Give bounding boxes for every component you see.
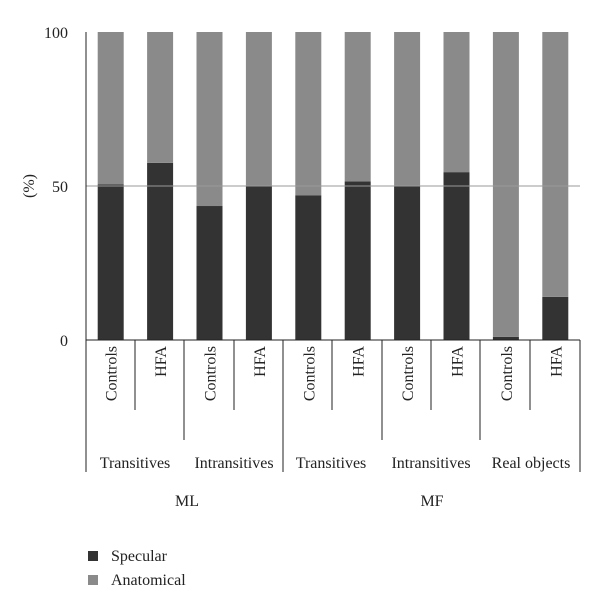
category-separators: [85, 340, 581, 472]
bar-anatomical-8: [492, 32, 519, 337]
subgroup-label: Real objects: [492, 455, 571, 472]
bar-specular-2: [196, 206, 223, 340]
bar-specular-4: [295, 195, 322, 340]
group-label: MF: [420, 493, 443, 510]
bar-specular-8: [492, 336, 519, 340]
bar-specular-1: [147, 162, 174, 340]
category-tick-label: Controls: [203, 346, 220, 401]
bar-anatomical-9: [542, 32, 569, 297]
legend-swatch-anatomical: [88, 575, 98, 585]
bar-anatomical-4: [295, 32, 322, 196]
bars-layer: [97, 32, 569, 340]
bar-specular-3: [245, 186, 272, 340]
y-tick-label: 50: [52, 179, 68, 196]
legend-label-anatomical: Anatomical: [111, 572, 186, 589]
bar-anatomical-2: [196, 32, 223, 207]
category-tick-label: HFA: [252, 346, 269, 377]
category-tick-label: HFA: [351, 346, 368, 377]
bar-specular-9: [542, 296, 569, 340]
subgroup-label: Transitives: [100, 455, 171, 472]
bar-anatomical-1: [147, 32, 174, 163]
bar-anatomical-5: [344, 32, 371, 182]
subgroup-label: Intransitives: [391, 455, 470, 472]
category-tick-label: Controls: [400, 346, 417, 401]
bar-specular-0: [97, 184, 124, 340]
category-tick-label: Controls: [301, 346, 318, 401]
y-tick-label: 0: [60, 333, 68, 350]
bar-anatomical-6: [394, 32, 421, 186]
legend-swatch-specular: [88, 551, 98, 561]
bar-specular-5: [344, 181, 371, 340]
category-tick-label: Controls: [104, 346, 121, 401]
category-labels: Controls HFA Controls HFA Controls HFA Control…: [104, 346, 566, 402]
bar-anatomical-0: [97, 32, 124, 185]
y-axis-title: (%): [21, 174, 38, 198]
category-tick-label: HFA: [548, 346, 565, 377]
subgroup-label: Transitives: [296, 455, 367, 472]
bar-specular-6: [394, 186, 421, 340]
bar-anatomical-3: [245, 32, 272, 186]
category-tick-label: HFA: [450, 346, 467, 377]
bar-anatomical-7: [443, 32, 470, 173]
legend: Specular Anatomical: [88, 548, 186, 589]
group-label: ML: [175, 493, 199, 510]
legend-label-specular: Specular: [111, 548, 168, 565]
subgroup-label: Intransitives: [194, 455, 273, 472]
bar-specular-7: [443, 172, 470, 340]
category-tick-label: Controls: [499, 346, 516, 401]
y-tick-label: 100: [44, 25, 68, 42]
category-tick-label: HFA: [153, 346, 170, 377]
